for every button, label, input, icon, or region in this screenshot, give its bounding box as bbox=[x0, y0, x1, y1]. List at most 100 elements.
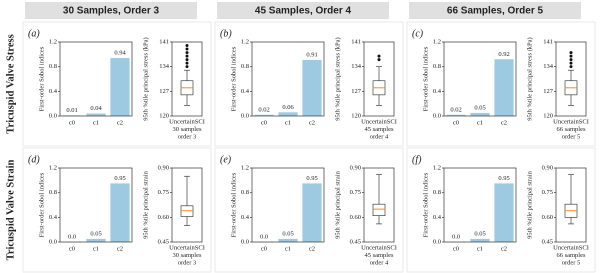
column-header: 66 Samples, Order 5 bbox=[447, 6, 544, 17]
row-label: Tricuspid Valve Stress bbox=[5, 34, 16, 133]
outlier bbox=[377, 54, 381, 58]
axes-frame bbox=[251, 167, 325, 243]
y-tick-label: 0.90 bbox=[158, 164, 169, 171]
y-axis-label: 95th %tile principal strain bbox=[526, 170, 533, 238]
x-tick-label: c2 bbox=[501, 119, 507, 126]
bar bbox=[302, 183, 322, 242]
bar bbox=[494, 59, 514, 116]
axes-frame bbox=[363, 167, 395, 243]
column-header: 30 Samples, Order 3 bbox=[63, 6, 160, 17]
panel-label: (c) bbox=[412, 28, 424, 39]
value-label: 0.0 bbox=[260, 233, 268, 240]
axes-frame bbox=[555, 41, 587, 117]
bar bbox=[278, 112, 298, 116]
column-header-box bbox=[25, 2, 197, 19]
y-tick-label: 0.90 bbox=[350, 164, 361, 171]
panel-label: (e) bbox=[220, 154, 232, 165]
outlier bbox=[185, 65, 189, 69]
bar bbox=[494, 183, 514, 242]
x-tick-label: c1 bbox=[285, 245, 291, 252]
y-tick-label: 120 bbox=[351, 112, 361, 119]
x-tick-label: order 4 bbox=[370, 259, 389, 266]
y-tick-label: 1.2 bbox=[433, 38, 441, 45]
y-tick-label: 1.2 bbox=[241, 164, 249, 171]
y-tick-label: 0.0 bbox=[433, 238, 441, 245]
x-tick-label: UncertainSCI bbox=[361, 244, 397, 251]
bar bbox=[470, 238, 490, 242]
outlier bbox=[185, 54, 189, 58]
value-label: 0.02 bbox=[258, 106, 269, 113]
panel-frame bbox=[406, 21, 596, 147]
y-tick-label: 0.0 bbox=[49, 112, 57, 119]
y-tick-label: 1.2 bbox=[49, 164, 57, 171]
panel-frame bbox=[22, 147, 212, 273]
outlier bbox=[185, 51, 189, 55]
y-tick-label: 0.8 bbox=[49, 189, 57, 196]
y-tick-label: 1.2 bbox=[241, 38, 249, 45]
outlier bbox=[185, 44, 189, 48]
axes-frame bbox=[251, 41, 325, 117]
y-axis-label: 95th %tile principal stress (kPa) bbox=[526, 37, 533, 120]
bar bbox=[278, 238, 298, 242]
x-tick-label: c2 bbox=[309, 245, 315, 252]
x-tick-label: c1 bbox=[477, 245, 483, 252]
y-tick-label: 0.60 bbox=[158, 214, 169, 221]
value-label: 0.0 bbox=[68, 233, 76, 240]
x-tick-label: c0 bbox=[453, 245, 459, 252]
y-tick-label: 0.0 bbox=[433, 112, 441, 119]
outlier bbox=[569, 61, 573, 65]
panel-frame bbox=[406, 147, 596, 273]
y-tick-label: 141 bbox=[351, 38, 361, 45]
value-label: 0.95 bbox=[498, 175, 509, 182]
row-label: Tricuspid Valve Strain bbox=[5, 159, 16, 260]
bar bbox=[110, 58, 130, 116]
x-tick-label: c0 bbox=[261, 119, 267, 126]
column-header-box bbox=[217, 2, 389, 19]
value-label: 0.02 bbox=[450, 106, 461, 113]
outlier bbox=[185, 47, 189, 51]
x-tick-label: c1 bbox=[93, 245, 99, 252]
value-label: 0.05 bbox=[90, 230, 101, 237]
value-label: 0.95 bbox=[114, 175, 125, 182]
panel-label: (f) bbox=[412, 154, 422, 165]
panel-label: (a) bbox=[28, 28, 40, 39]
bar bbox=[86, 113, 106, 116]
y-tick-label: 0.4 bbox=[433, 88, 442, 95]
value-label: 0.95 bbox=[306, 175, 317, 182]
outlier bbox=[569, 58, 573, 62]
x-tick-label: UncertainSCI bbox=[361, 118, 397, 125]
x-tick-label: c2 bbox=[501, 245, 507, 252]
x-tick-label: 45 samples bbox=[364, 252, 394, 259]
axes-frame bbox=[59, 167, 133, 243]
x-tick-label: c0 bbox=[69, 119, 75, 126]
panel-frame bbox=[22, 21, 212, 147]
value-label: 0.91 bbox=[306, 51, 317, 58]
y-axis-label: First-order Sobol indices bbox=[38, 46, 45, 111]
value-label: 0.92 bbox=[498, 51, 509, 58]
y-tick-label: 0.45 bbox=[542, 238, 553, 245]
y-tick-label: 0.0 bbox=[241, 112, 249, 119]
x-tick-label: order 3 bbox=[178, 259, 197, 266]
axes-frame bbox=[555, 167, 587, 243]
value-label: 0.06 bbox=[282, 104, 294, 111]
y-tick-label: 0.8 bbox=[241, 63, 249, 70]
y-tick-label: 0.75 bbox=[542, 189, 553, 196]
column-header-box bbox=[409, 2, 581, 19]
x-tick-label: order 5 bbox=[562, 133, 581, 140]
y-tick-label: 0.4 bbox=[49, 214, 58, 221]
outlier bbox=[569, 65, 573, 69]
y-tick-label: 0.4 bbox=[241, 88, 250, 95]
y-tick-label: 127 bbox=[159, 88, 170, 95]
y-tick-label: 0.75 bbox=[350, 189, 361, 196]
y-tick-label: 0.0 bbox=[49, 238, 57, 245]
value-label: 0.01 bbox=[66, 107, 77, 114]
x-tick-label: c1 bbox=[285, 119, 291, 126]
x-tick-label: order 5 bbox=[562, 259, 581, 266]
y-tick-label: 0.8 bbox=[241, 189, 249, 196]
x-tick-label: UncertainSCI bbox=[169, 244, 205, 251]
box bbox=[372, 203, 386, 216]
x-tick-label: UncertainSCI bbox=[553, 244, 589, 251]
x-tick-label: 45 samples bbox=[364, 126, 394, 133]
y-tick-label: 127 bbox=[543, 88, 554, 95]
